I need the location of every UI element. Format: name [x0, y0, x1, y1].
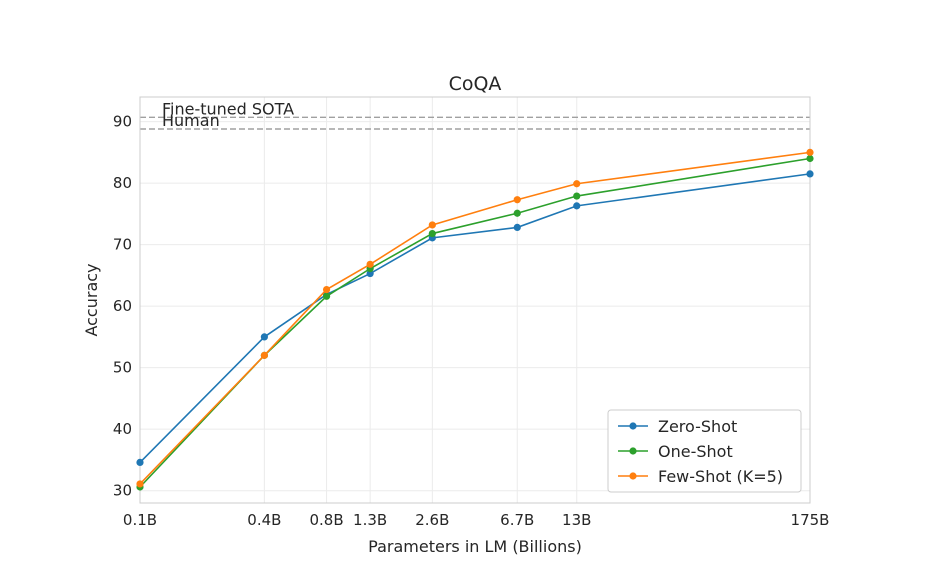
chart-legend: Zero-Shot One-Shot Few-Shot (K=5) [607, 409, 802, 493]
y-tick-label: 80 [113, 174, 132, 192]
data-point-one-shot [513, 209, 521, 217]
data-point-zero-shot [806, 170, 814, 178]
data-point-few-shot-k-5 [260, 351, 268, 359]
legend-label-zero-shot: Zero-Shot [658, 417, 737, 436]
y-tick-label: 50 [113, 359, 132, 377]
x-axis-ticks: 0.1B 0.4B 0.8B 1.3B 2.6B 6.7B 13B 175B [123, 511, 830, 529]
data-point-few-shot-k-5 [366, 260, 374, 268]
data-point-zero-shot [136, 458, 144, 466]
data-point-few-shot-k-5 [322, 285, 331, 294]
data-point-zero-shot [260, 333, 268, 341]
data-point-one-shot [428, 229, 436, 238]
data-point-one-shot [322, 292, 331, 300]
x-tick-label: 6.7B [500, 511, 534, 529]
data-point-one-shot [573, 192, 581, 200]
x-tick-label: 2.6B [415, 511, 449, 529]
x-tick-label: 0.1B [123, 511, 157, 529]
data-point-zero-shot [573, 202, 581, 210]
data-point-zero-shot [513, 223, 521, 232]
data-point-few-shot-k-5 [513, 196, 521, 204]
data-point-few-shot-k-5 [573, 180, 581, 188]
reference-label-human: Human [162, 111, 220, 130]
legend-label-few-shot-k-5: Few-Shot (K=5) [658, 467, 783, 486]
plot-area-frame [139, 96, 811, 504]
data-point-one-shot [806, 154, 814, 163]
x-tick-label: 175B [791, 511, 830, 529]
chart-title: CoQA [449, 73, 502, 95]
legend-box [607, 409, 802, 493]
x-tick-label: 1.3B [353, 511, 387, 529]
reference-label-fine-tuned-sota: Fine-tuned SOTA [162, 99, 294, 118]
data-point-zero-shot [366, 269, 374, 278]
x-tick-label: 0.8B [309, 511, 343, 529]
y-tick-label: 70 [113, 236, 132, 254]
data-point-few-shot-k-5 [428, 221, 436, 229]
legend-swatch-marker [629, 447, 637, 455]
y-tick-label: 30 [113, 482, 132, 500]
legend-label-one-shot: One-Shot [658, 442, 733, 461]
y-axis-ticks: 30 40 50 60 70 80 90 [113, 113, 132, 500]
series-line-few-shot-k-5 [139, 151, 811, 485]
legend-swatch-marker [629, 422, 637, 430]
series-line-zero-shot [139, 173, 811, 463]
y-tick-label: 40 [113, 420, 132, 438]
data-series [136, 148, 814, 491]
x-axis-label: Parameters in LM (Billions) [368, 537, 582, 556]
x-tick-label: 0.4B [247, 511, 281, 529]
data-point-few-shot-k-5 [806, 148, 814, 156]
x-tick-label: 13B [562, 511, 591, 529]
y-tick-label: 90 [113, 113, 132, 131]
y-tick-label: 60 [113, 297, 132, 315]
legend-swatch-marker [629, 472, 637, 480]
data-point-few-shot-k-5 [136, 480, 144, 488]
y-axis-label: Accuracy [82, 263, 101, 336]
